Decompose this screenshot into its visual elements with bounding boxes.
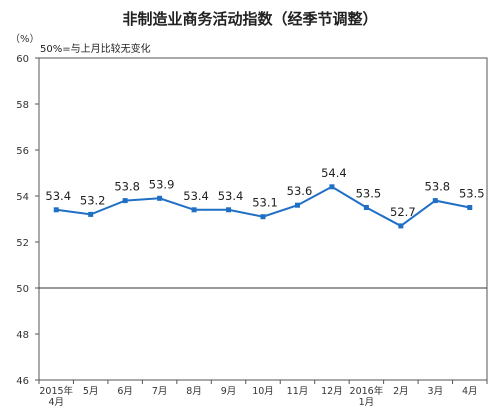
- x-tick-label: 2015年: [39, 385, 73, 397]
- y-unit-label: （%）: [10, 34, 40, 45]
- y-tick-label: 46: [16, 376, 29, 387]
- data-point: [88, 211, 94, 217]
- data-label: 53.4: [218, 189, 244, 203]
- data-point: [294, 202, 300, 208]
- chart-title: 非制造业商务活动指数（经季节调整）: [122, 10, 378, 28]
- data-label: 53.4: [45, 189, 71, 203]
- x-tick-label: 4月: [462, 386, 478, 397]
- data-point: [191, 207, 197, 213]
- x-tick-label: 12月: [321, 386, 343, 397]
- data-label: 54.4: [321, 166, 347, 180]
- x-tick-label: 10月: [252, 386, 274, 397]
- data-point: [157, 195, 163, 201]
- data-point: [329, 184, 335, 190]
- x-tick-label: 5月: [83, 386, 99, 397]
- data-label: 53.8: [425, 180, 451, 194]
- y-tick-label: 56: [16, 146, 29, 157]
- y-tick-label: 52: [16, 238, 29, 249]
- data-label: 53.2: [80, 193, 106, 207]
- data-point: [122, 198, 128, 204]
- data-point: [432, 198, 438, 204]
- data-point: [260, 214, 266, 220]
- y-tick-label: 50: [16, 284, 29, 295]
- data-label: 53.9: [149, 177, 175, 191]
- data-label: 53.1: [252, 196, 278, 210]
- x-tick-label: 2月: [393, 386, 409, 397]
- x-tick-label: 7月: [152, 386, 168, 397]
- data-point: [467, 205, 473, 210]
- data-point: [363, 205, 369, 210]
- y-tick-label: 54: [16, 192, 29, 203]
- data-label: 53.5: [356, 187, 382, 201]
- x-tick-label: 4月: [48, 397, 64, 408]
- y-tick-label: 60: [16, 54, 29, 65]
- y-tick-label: 58: [16, 100, 29, 111]
- data-label: 53.6: [287, 184, 313, 198]
- x-tick-label: 6月: [117, 386, 133, 397]
- plot-frame: [38, 57, 488, 381]
- data-label: 53.4: [183, 189, 209, 203]
- y-tick-label: 48: [16, 330, 29, 341]
- data-point: [53, 207, 59, 213]
- x-tick-label: 9月: [221, 386, 237, 397]
- data-label: 53.5: [459, 187, 485, 201]
- x-tick-label: 1月: [359, 397, 375, 408]
- reference-annotation: 50%=与上月比较无变化: [40, 44, 151, 55]
- x-tick-label: 11月: [287, 386, 309, 397]
- data-label: 53.8: [114, 180, 140, 194]
- x-tick-label: 3月: [428, 386, 444, 397]
- x-tick-label: 8月: [186, 386, 202, 397]
- x-tick-label: 2016年: [350, 385, 384, 397]
- data-point: [226, 207, 232, 213]
- data-label: 52.7: [390, 205, 416, 219]
- data-point: [398, 223, 404, 229]
